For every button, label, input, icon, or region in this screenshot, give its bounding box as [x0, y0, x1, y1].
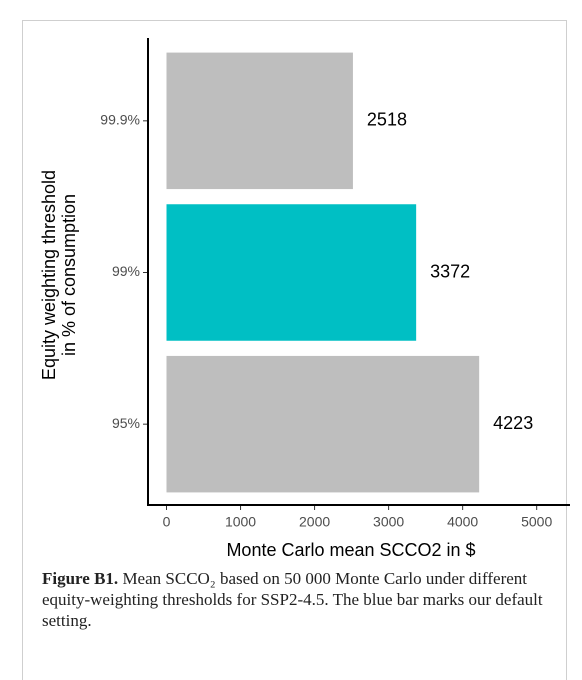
bar: [166, 52, 353, 190]
x-tick-label: 2000: [299, 514, 330, 530]
caption: Figure B1. Mean SCCO₂ based on 50 000 Mo…: [42, 568, 552, 631]
x-tick-label: 5000: [521, 514, 552, 530]
x-tick-label: 0: [163, 514, 171, 530]
x-tick-label: 1000: [225, 514, 256, 530]
value-label: 2518: [367, 110, 407, 130]
value-label: 3372: [430, 261, 470, 281]
bar: [166, 204, 417, 341]
y-axis-label: Equity weighting threshold: [39, 170, 59, 380]
x-tick-label: 4000: [447, 514, 478, 530]
x-axis-label: Monte Carlo mean SCCO2 in $: [226, 540, 475, 560]
caption-label: Figure B1.: [42, 569, 119, 588]
bar: [166, 355, 480, 493]
y-tick-label: 99%: [112, 263, 140, 279]
figure-frame: [22, 20, 567, 680]
x-tick-label: 3000: [373, 514, 404, 530]
y-axis-label: in % of consumption: [59, 194, 79, 356]
chart: Monte Carlo mean SCCO2 in $ Equity weigh…: [39, 38, 570, 560]
caption-text: Mean SCCO₂ based on 50 000 Monte Carlo u…: [42, 569, 543, 630]
y-tick-label: 99.9%: [100, 112, 140, 128]
y-tick-label: 95%: [112, 415, 140, 431]
value-label: 4223: [493, 413, 533, 433]
